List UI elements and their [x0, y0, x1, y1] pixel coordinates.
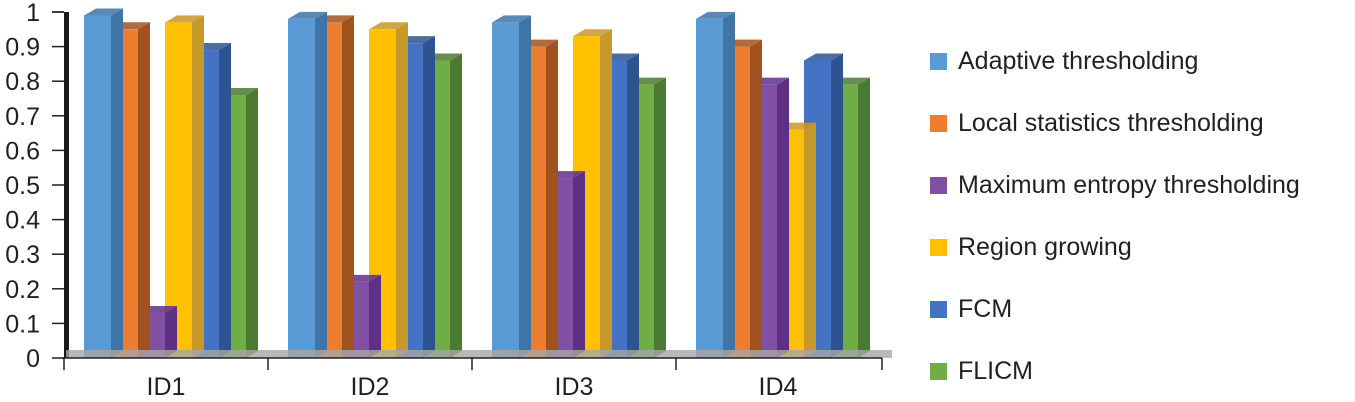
legend-item: FLICM — [930, 340, 1300, 402]
bar — [492, 15, 531, 358]
bars — [84, 8, 870, 359]
y-axis: 0 0.1 0.2 0.3 0.4 0.5 0.6 0.7 0.8 0.9 1 — [5, 0, 69, 373]
bar — [165, 15, 204, 358]
y-tick-label: 0.9 — [5, 34, 40, 62]
bar — [696, 11, 735, 358]
y-tick-label: 0.8 — [5, 68, 40, 96]
y-tick-label: 0.6 — [5, 137, 40, 165]
legend-swatch-icon — [930, 176, 947, 194]
y-tick-label: 0 — [26, 345, 40, 373]
legend-label: Local statistics thresholding — [958, 108, 1264, 137]
legend-item: Maximum entropy thresholding — [930, 154, 1300, 216]
legend-swatch-icon — [930, 362, 947, 380]
bar — [84, 8, 123, 359]
x-tick-label: ID1 — [147, 373, 186, 401]
legend-item: Adaptive thresholding — [930, 30, 1300, 92]
legend-item: Region growing — [930, 216, 1300, 278]
y-tick-label: 0.5 — [5, 172, 40, 200]
y-tick-label: 1 — [26, 0, 40, 27]
y-tick-label: 0.4 — [5, 207, 40, 235]
y-tick-label: 0.7 — [5, 103, 40, 131]
bar — [288, 11, 327, 358]
bar — [573, 29, 612, 358]
legend-swatch-icon — [930, 114, 947, 132]
legend-swatch-icon — [930, 300, 947, 318]
legend-label: Maximum entropy thresholding — [958, 170, 1300, 199]
y-tick-label: 0.2 — [5, 276, 40, 304]
legend-label: Region growing — [958, 232, 1132, 261]
x-axis: ID1 ID2 ID3 ID4 — [62, 350, 892, 401]
y-axis-wall — [64, 12, 69, 358]
y-tick-label: 0.3 — [5, 241, 40, 269]
floor — [66, 350, 892, 358]
legend: Adaptive thresholding Local statistics th… — [930, 30, 1300, 402]
legend-label: FCM — [958, 294, 1013, 323]
x-tick-label: ID2 — [351, 373, 390, 401]
legend-item: Local statistics thresholding — [930, 92, 1300, 154]
x-tick-label: ID3 — [555, 373, 594, 401]
legend-swatch-icon — [930, 238, 947, 256]
legend-swatch-icon — [930, 52, 947, 70]
legend-label: Adaptive thresholding — [958, 46, 1199, 75]
x-tick-label: ID4 — [759, 373, 798, 401]
legend-item: FCM — [930, 278, 1300, 340]
y-tick-label: 0.1 — [5, 310, 40, 338]
legend-label: FLICM — [958, 356, 1033, 385]
